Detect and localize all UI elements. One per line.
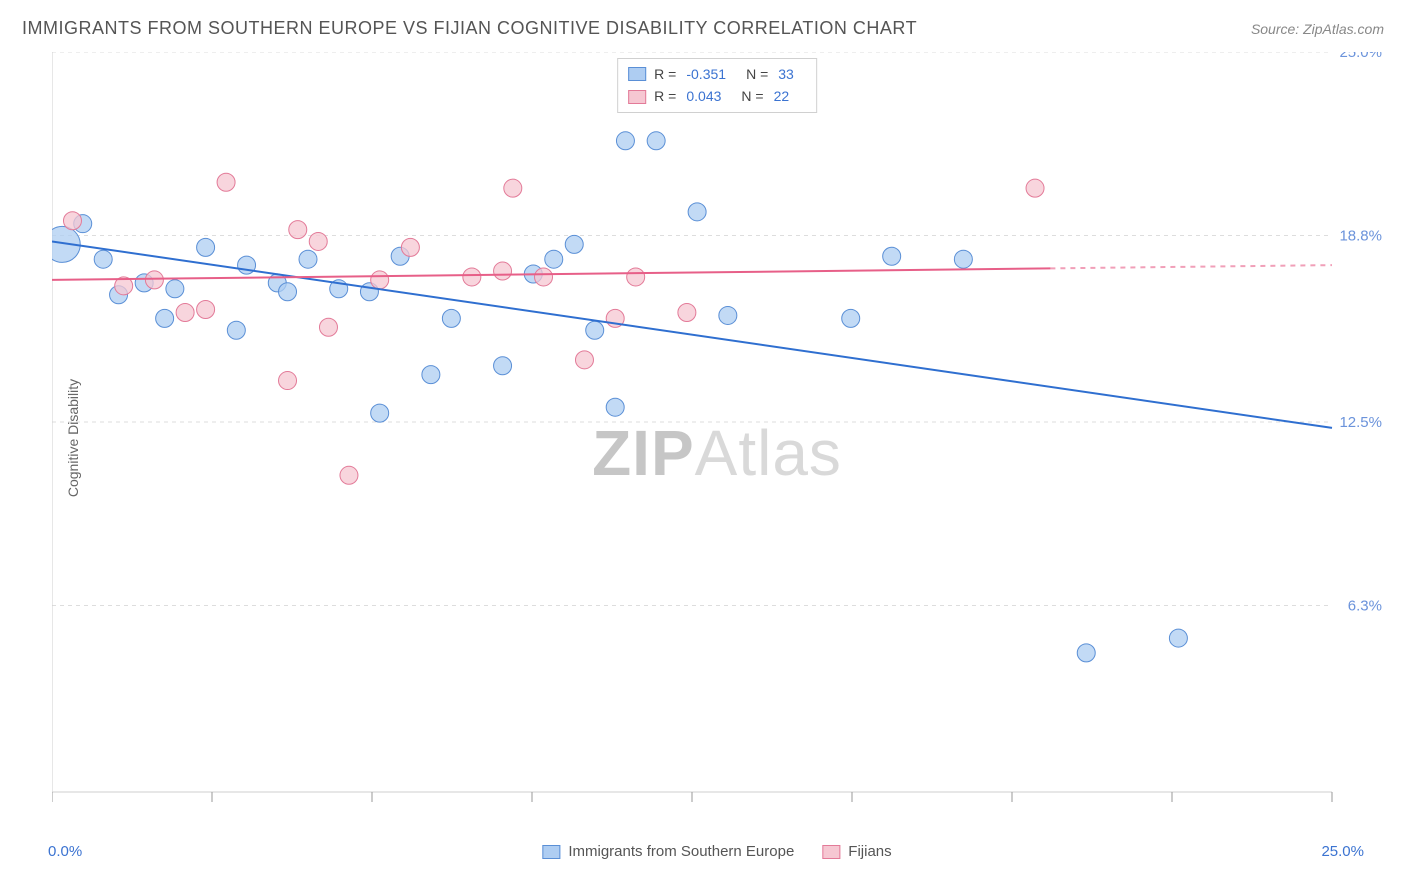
- n-value-1: 33: [778, 63, 794, 85]
- swatch-series-1: [542, 845, 560, 859]
- n-label: N =: [746, 63, 768, 85]
- n-label: N =: [741, 85, 763, 107]
- svg-text:18.8%: 18.8%: [1339, 228, 1382, 245]
- swatch-series-1: [628, 67, 646, 81]
- chart-container: Cognitive Disability ZIPAtlas 6.3%12.5%1…: [52, 52, 1382, 824]
- r-label: R =: [654, 63, 676, 85]
- source-attribution: Source: ZipAtlas.com: [1251, 21, 1384, 37]
- r-value-2: 0.043: [686, 85, 721, 107]
- correlation-legend: R = -0.351 N = 33 R = 0.043 N = 22: [617, 58, 817, 113]
- series-1-name: Immigrants from Southern Europe: [568, 843, 794, 860]
- x-axis-max-label: 25.0%: [1321, 843, 1364, 860]
- swatch-series-2: [628, 90, 646, 104]
- swatch-series-2: [822, 845, 840, 859]
- r-value-1: -0.351: [686, 63, 726, 85]
- svg-text:25.0%: 25.0%: [1339, 52, 1382, 61]
- svg-text:6.3%: 6.3%: [1348, 598, 1382, 615]
- n-value-2: 22: [774, 85, 790, 107]
- r-label: R =: [654, 85, 676, 107]
- svg-text:12.5%: 12.5%: [1339, 414, 1382, 431]
- scatter-plot: 6.3% 12.5% 18.8% 25.0%: [52, 52, 1382, 824]
- series-2-name: Fijians: [848, 843, 891, 860]
- chart-title: IMMIGRANTS FROM SOUTHERN EUROPE VS FIJIA…: [22, 18, 917, 39]
- series-legend: Immigrants from Southern Europe Fijians: [542, 843, 891, 860]
- x-axis-min-label: 0.0%: [48, 843, 82, 860]
